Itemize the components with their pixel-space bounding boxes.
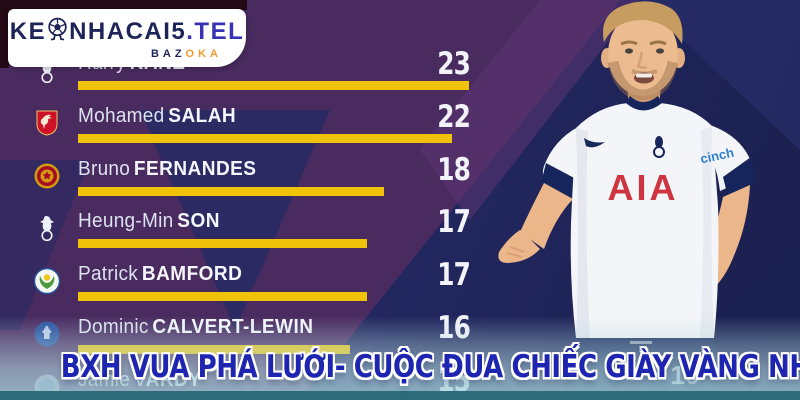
brand-text-post: NHACAI5 xyxy=(69,17,187,45)
goals-value: 22 xyxy=(437,98,471,135)
player-last-name: FERNANDES xyxy=(133,157,257,180)
player-name: Heung-Min SON xyxy=(78,210,220,233)
player-face xyxy=(608,12,678,96)
goals-value: 17 xyxy=(437,204,471,241)
player-name: Mohamed SALAH xyxy=(78,105,236,128)
goals-value: 23 xyxy=(437,46,471,82)
player-left-hand xyxy=(498,230,540,263)
player-name: Patrick BAMFORD xyxy=(78,263,242,286)
player-name: Bruno FERNANDES xyxy=(78,158,256,181)
brand-wordmark: KE NHACAI5 .TEL xyxy=(10,17,245,47)
goals-bar xyxy=(78,292,367,302)
player-name: Dominic CALVERT-LEWIN xyxy=(78,316,313,339)
bottom-teal-bar xyxy=(0,391,800,400)
top-strip xyxy=(0,0,247,10)
brand-text-pre: KE xyxy=(9,17,47,45)
player-hair xyxy=(603,1,683,45)
left-strip xyxy=(0,0,9,68)
goals-bar xyxy=(78,133,452,143)
goals-value: 16 xyxy=(437,310,471,346)
liverpool-badge-icon xyxy=(33,109,61,137)
scorer-row: Bruno FERNANDES 18 xyxy=(0,151,480,205)
brand-text-tld: .TEL xyxy=(186,17,245,45)
player-last-name: SON xyxy=(177,210,220,233)
leeds-badge-icon xyxy=(33,267,61,295)
shirt-sponsor-text: AIA xyxy=(608,167,679,208)
soccer-ball-mascot-icon xyxy=(47,17,68,47)
scorer-row: Patrick BAMFORD 17 xyxy=(0,257,480,310)
tottenham-crest-icon xyxy=(655,136,663,148)
goals-value: 17 xyxy=(437,257,471,294)
harry-kane-photo: AIA cinch 10 xyxy=(498,1,755,400)
player-jersey xyxy=(570,103,719,338)
player-first-name: Dominic xyxy=(78,316,149,338)
banner-title: BXH VUA PHÁ LƯỚI- CUỘC ĐUA CHIẾC GIÀY VÀ… xyxy=(60,348,800,385)
player-first-name: Heung-Min xyxy=(78,210,174,233)
player-last-name: SALAH xyxy=(168,104,237,127)
player-beard xyxy=(607,60,679,101)
goals-bar xyxy=(78,186,384,196)
goals-bar xyxy=(78,81,469,90)
nike-swoosh-icon xyxy=(584,138,605,148)
player-first-name: Patrick xyxy=(78,263,139,286)
player-last-name: BAMFORD xyxy=(141,263,243,286)
tottenham-badge-icon xyxy=(33,214,61,242)
sleeve-sponsor-text: cinch xyxy=(699,145,735,167)
player-first-name: Bruno xyxy=(78,157,131,180)
scorer-row: Heung-Min SON 17 xyxy=(0,204,480,257)
brand-logo: KE NHACAI5 .TEL BAZOKA xyxy=(8,9,246,67)
jersey-collar xyxy=(626,96,662,111)
player-first-name: Mohamed xyxy=(78,104,165,127)
everton-badge-icon xyxy=(33,320,61,348)
player-last-name: CALVERT-LEWIN xyxy=(152,316,314,338)
scorer-row: Mohamed SALAH 22 xyxy=(0,98,480,152)
goals-bar xyxy=(78,239,367,249)
brand-subtitle: BAZOKA xyxy=(150,47,222,60)
man-united-badge-icon xyxy=(33,162,61,190)
goals-value: 18 xyxy=(437,151,471,188)
